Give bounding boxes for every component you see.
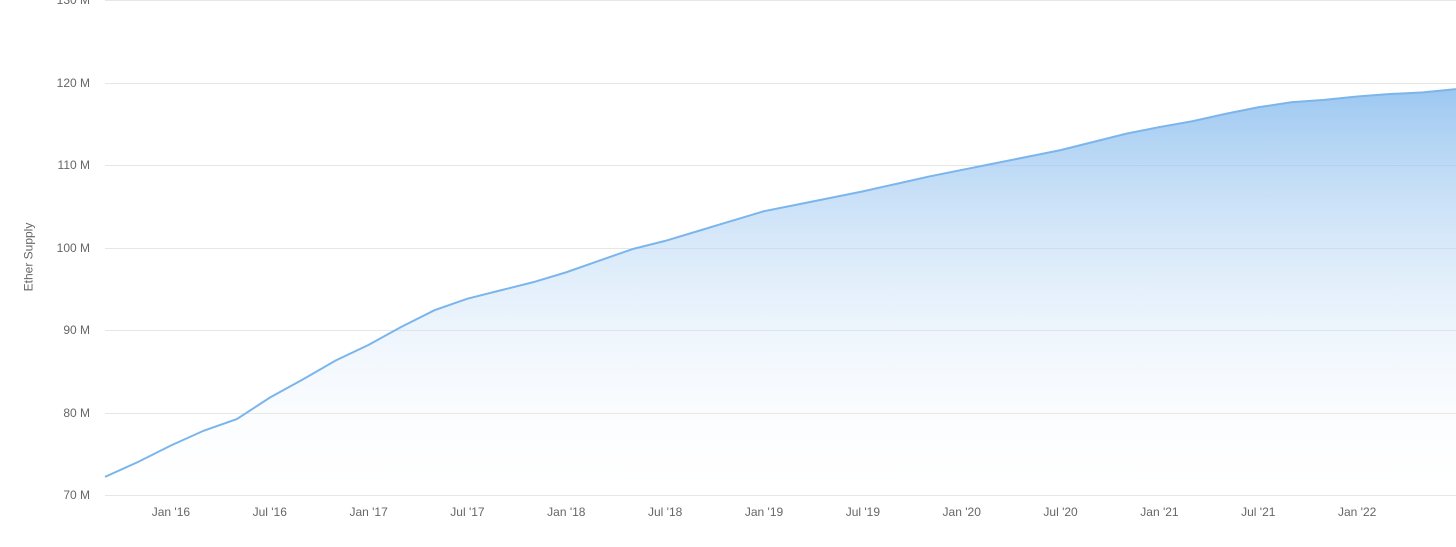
ether-supply-chart[interactable]: Ether Supply 70 M80 M90 M100 M110 M120 M… <box>0 0 1456 547</box>
x-tick-label: Jan '19 <box>745 505 783 519</box>
x-tick-label: Jul '20 <box>1043 505 1077 519</box>
x-axis-ticks: Jan '16 Jul '16 Jan '17 Jul '17 Jan '18 Jul '… <box>0 0 1456 547</box>
x-tick-label: Jan '20 <box>943 505 981 519</box>
x-tick-label: Jul '16 <box>253 505 287 519</box>
x-tick-label: Jan '17 <box>349 505 387 519</box>
x-tick-label: Jan '16 <box>152 505 190 519</box>
x-tick-label: Jul '18 <box>648 505 682 519</box>
x-tick-label: Jan '22 <box>1338 505 1376 519</box>
x-tick-label: Jul '19 <box>846 505 880 519</box>
x-tick-label: Jul '17 <box>450 505 484 519</box>
x-tick-label: Jan '21 <box>1140 505 1178 519</box>
x-tick-label: Jan '18 <box>547 505 585 519</box>
x-tick-label: Jul '21 <box>1241 505 1275 519</box>
